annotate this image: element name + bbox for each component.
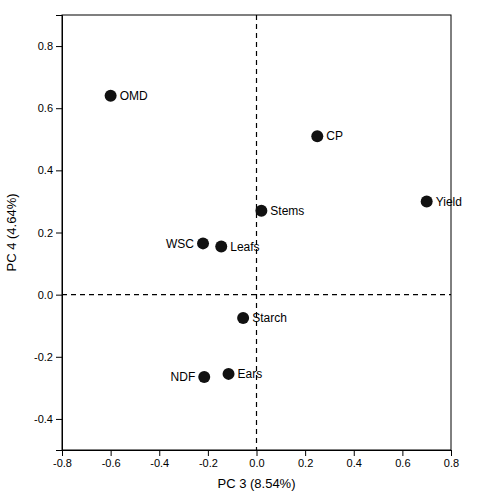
y-axis-title: PC 4 (4.64%) bbox=[4, 193, 19, 271]
x-tick: -0.6 bbox=[102, 450, 121, 469]
x-tick-label: -0.6 bbox=[102, 457, 121, 469]
y-axis: -0.4 -0.2 0.0 0.2 0.4 0.6 0.8 bbox=[34, 16, 62, 451]
chart: -0.8 -0.6 -0.4 -0.2 0.0 0.2 0.4 0.6 0.8 -0.4 -0.2 0… bbox=[0, 0, 479, 500]
axis-line bbox=[63, 451, 452, 457]
point-label: WSC bbox=[166, 237, 194, 251]
x-tick-label: -0.8 bbox=[53, 457, 72, 469]
x-tick: 0.2 bbox=[298, 450, 313, 469]
y-tick-mark bbox=[56, 170, 62, 171]
point bbox=[237, 312, 249, 324]
x-tick-label: -0.2 bbox=[199, 457, 218, 469]
y-tick-label: -0.4 bbox=[34, 413, 53, 425]
x-tick-mark bbox=[111, 450, 112, 456]
x-tick: -0.8 bbox=[53, 450, 72, 469]
x-tick-label: 0.8 bbox=[444, 457, 459, 469]
point-label: OMD bbox=[120, 89, 148, 103]
point-label: Stems bbox=[270, 204, 304, 218]
x-axis: -0.8 -0.6 -0.4 -0.2 0.0 0.2 0.4 0.6 0.8 bbox=[53, 450, 459, 469]
axis-line bbox=[56, 16, 63, 451]
point bbox=[311, 130, 323, 142]
point bbox=[223, 368, 235, 380]
y-tick-label: -0.2 bbox=[34, 351, 53, 363]
point-label: NDF bbox=[171, 370, 196, 384]
point bbox=[105, 90, 117, 102]
plot: -0.8 -0.6 -0.4 -0.2 0.0 0.2 0.4 0.6 0.8 -0.4 -0.2 0… bbox=[34, 15, 462, 469]
x-tick-label: 0.4 bbox=[347, 457, 362, 469]
x-tick-mark bbox=[159, 450, 160, 456]
point bbox=[198, 371, 210, 383]
y-tick: 0.2 bbox=[38, 227, 62, 239]
x-tick-label: 0.0 bbox=[249, 457, 264, 469]
y-tick: -0.4 bbox=[34, 413, 62, 425]
x-tick-mark bbox=[305, 450, 306, 456]
x-tick: 0.4 bbox=[347, 450, 362, 469]
point-label: Yield bbox=[436, 195, 462, 209]
x-tick-label: 0.6 bbox=[395, 457, 410, 469]
y-tick: 0.4 bbox=[38, 164, 62, 176]
y-tick-label: 0.0 bbox=[38, 289, 53, 301]
point-label: CP bbox=[326, 129, 343, 143]
y-tick-mark bbox=[56, 295, 62, 296]
x-tick-mark bbox=[208, 450, 209, 456]
y-tick: 0.0 bbox=[38, 289, 62, 301]
y-tick-mark bbox=[56, 233, 62, 234]
y-tick-label: 0.2 bbox=[38, 227, 53, 239]
y-tick-label: 0.8 bbox=[38, 40, 53, 52]
point-labels: OMD CP Stems Yield WSC Leafs Starch NDF Ears bbox=[120, 89, 462, 384]
point bbox=[255, 205, 267, 217]
marks bbox=[62, 15, 451, 450]
y-tick-mark bbox=[56, 108, 62, 109]
point-label: Ears bbox=[238, 367, 263, 381]
y-tick: 0.8 bbox=[38, 40, 62, 52]
x-axis-title: PC 3 (8.54%) bbox=[217, 476, 295, 491]
y-tick: -0.2 bbox=[34, 351, 62, 363]
x-tick-mark bbox=[354, 450, 355, 456]
x-tick: -0.4 bbox=[150, 450, 169, 469]
x-tick-mark bbox=[257, 450, 258, 456]
x-tick: -0.2 bbox=[199, 450, 218, 469]
y-tick: 0.6 bbox=[38, 102, 62, 114]
point bbox=[197, 237, 209, 249]
y-tick-label: 0.4 bbox=[38, 164, 53, 176]
y-tick-label: 0.6 bbox=[38, 102, 53, 114]
x-tick: 0.8 bbox=[444, 450, 459, 469]
point-label: Leafs bbox=[230, 240, 259, 254]
y-tick-mark bbox=[56, 419, 62, 420]
y-tick-mark bbox=[56, 357, 62, 358]
point-label: Starch bbox=[252, 311, 287, 325]
point bbox=[421, 195, 433, 207]
reference-line bbox=[256, 15, 257, 450]
y-tick-mark bbox=[56, 46, 62, 47]
x-tick: 0.0 bbox=[249, 450, 264, 469]
x-tick-label: 0.2 bbox=[298, 457, 313, 469]
x-tick-label: -0.4 bbox=[150, 457, 169, 469]
x-tick-mark bbox=[451, 450, 452, 456]
x-tick-mark bbox=[402, 450, 403, 456]
plot-frame bbox=[62, 15, 451, 450]
point bbox=[215, 240, 227, 252]
x-tick: 0.6 bbox=[395, 450, 410, 469]
